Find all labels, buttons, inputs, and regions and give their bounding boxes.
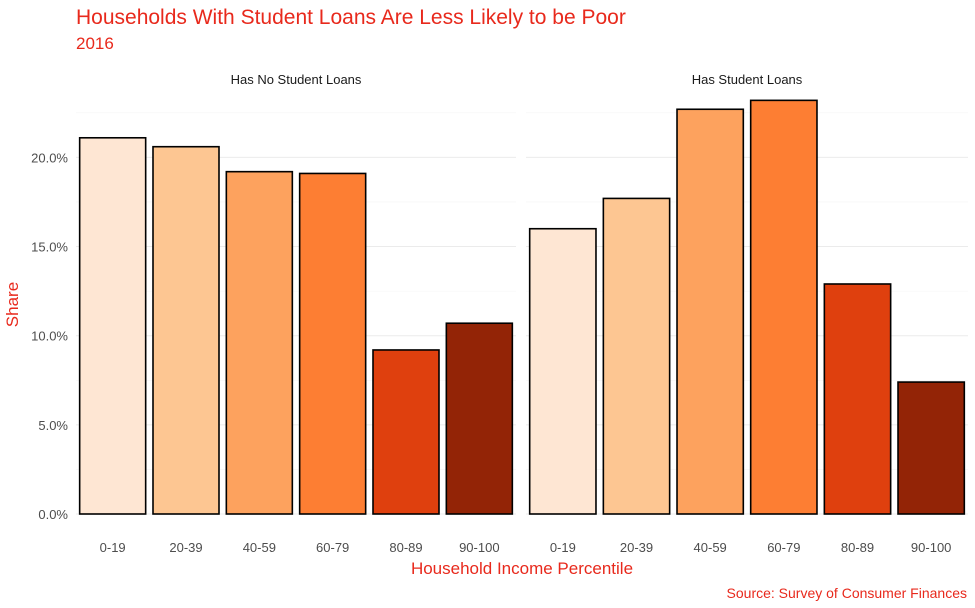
x-tick-label: 90-100 (459, 540, 499, 555)
bar (897, 381, 966, 515)
source-caption: Source: Survey of Consumer Finances (726, 585, 967, 601)
y-tick-label: 15.0% (31, 240, 68, 255)
x-tick-label: 80-89 (841, 540, 874, 555)
bar (78, 136, 147, 515)
facet-strip-label: Has Student Loans (692, 72, 803, 87)
bar (676, 108, 745, 515)
x-axis-title: Household Income Percentile (411, 559, 633, 578)
facet-strip-label: Has No Student Loans (231, 72, 362, 87)
chart-subtitle: 2016 (76, 34, 114, 53)
x-tick-label: 90-100 (911, 540, 951, 555)
x-tick-label: 80-89 (389, 540, 422, 555)
bar (528, 227, 597, 515)
y-tick-label: 10.0% (31, 329, 68, 344)
y-axis-title: Share (3, 282, 22, 327)
chart-title: Households With Student Loans Are Less L… (76, 6, 626, 29)
x-tick-label: 40-59 (243, 540, 276, 555)
bar (749, 99, 818, 515)
bar (298, 172, 367, 515)
x-tick-label: 60-79 (316, 540, 349, 555)
x-tick-label: 20-39 (169, 540, 202, 555)
y-tick-label: 0.0% (38, 507, 68, 522)
bar (445, 322, 514, 515)
x-tick-label: 0-19 (100, 540, 126, 555)
bar (602, 197, 671, 515)
bar (372, 349, 440, 515)
y-tick-label: 20.0% (31, 150, 68, 165)
bar (152, 145, 220, 515)
x-tick-label: 20-39 (620, 540, 653, 555)
x-tick-label: 40-59 (694, 540, 727, 555)
bar (225, 170, 294, 515)
y-tick-label: 5.0% (38, 418, 68, 433)
x-tick-label: 0-19 (550, 540, 576, 555)
x-tick-label: 60-79 (767, 540, 800, 555)
bar (823, 283, 892, 515)
